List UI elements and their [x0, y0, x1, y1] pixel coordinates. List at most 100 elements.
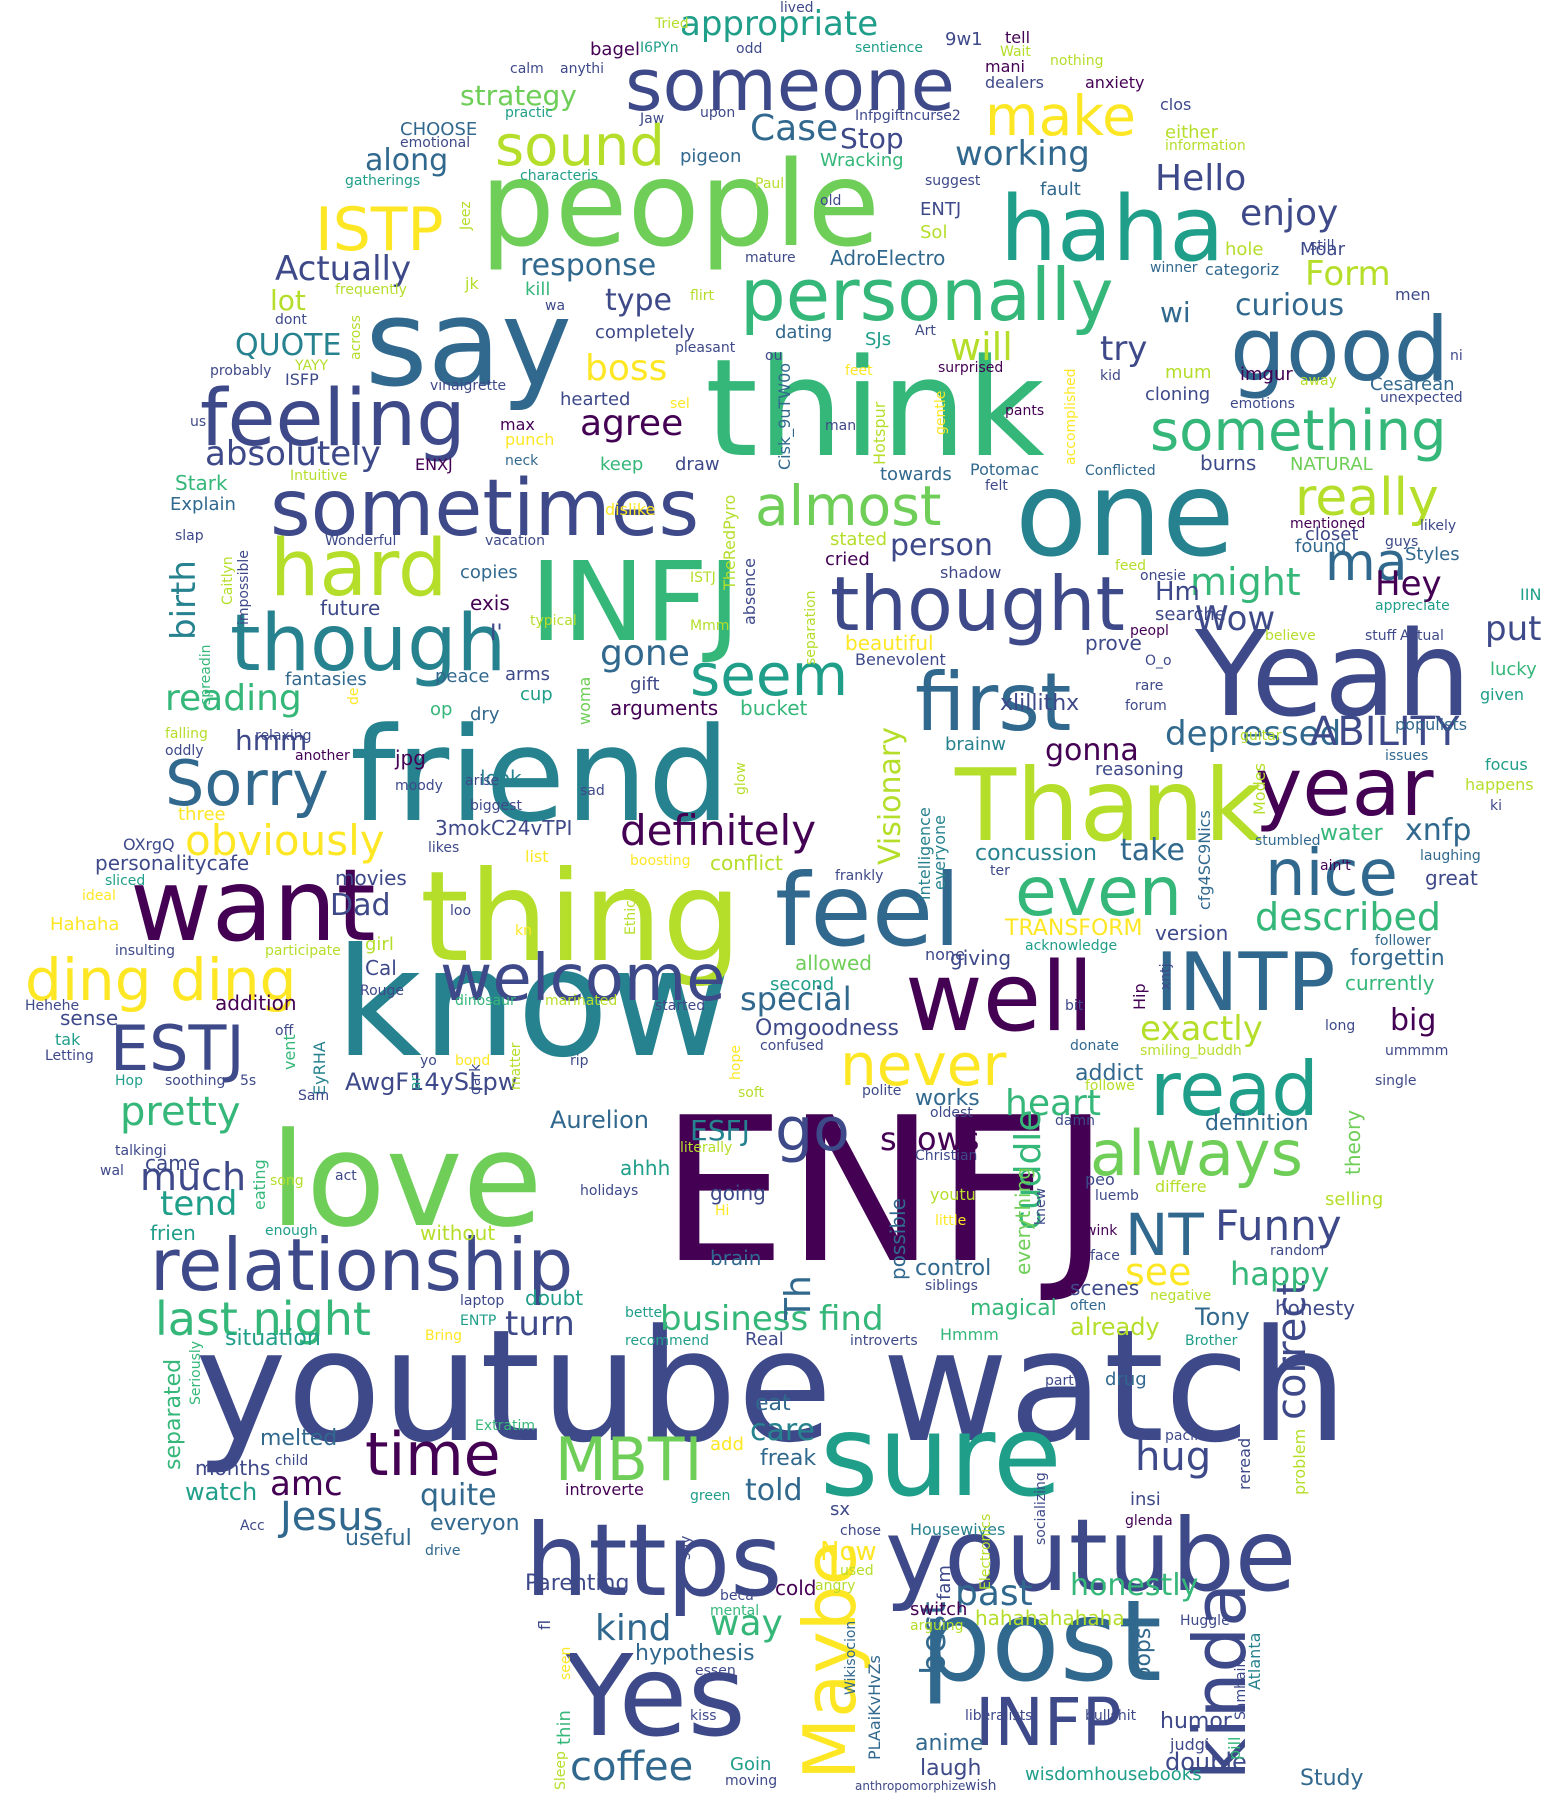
cloud-word: sometimes	[270, 464, 699, 554]
cloud-word: Art	[915, 323, 936, 339]
cloud-word: happy	[1230, 1255, 1329, 1293]
cloud-word: laptop	[460, 1293, 504, 1309]
cloud-word: punch	[505, 430, 554, 449]
cloud-word: AwgF14ySLpw	[345, 1068, 517, 1096]
cloud-word: gone	[600, 633, 690, 674]
cloud-word: keep	[600, 454, 643, 475]
cloud-word: ESFJ	[690, 1114, 750, 1147]
cloud-word: thing	[420, 845, 742, 990]
cloud-word: sense	[60, 1006, 118, 1030]
cloud-word: turn	[505, 1304, 575, 1344]
cloud-word: forum	[1125, 698, 1167, 714]
cloud-word: holidays	[580, 1183, 638, 1199]
cloud-word: insulting	[115, 943, 175, 959]
cloud-word: drive	[425, 1543, 460, 1559]
cloud-word: selling	[1325, 1189, 1383, 1210]
cloud-word: information	[1165, 138, 1246, 154]
cloud-word: SJs	[865, 329, 891, 350]
cloud-word: Stop	[840, 122, 904, 155]
cloud-word: donate	[1070, 1038, 1119, 1054]
cloud-word: water	[1320, 821, 1384, 846]
cloud-word: response	[520, 248, 656, 283]
cloud-word: angry	[815, 1578, 855, 1594]
cloud-word: ahhh	[620, 1156, 670, 1180]
cloud-word: intelligence	[915, 807, 934, 900]
cloud-word: burns	[1200, 451, 1256, 475]
cloud-word: possible	[886, 1198, 910, 1280]
cloud-word: wish	[965, 1778, 997, 1794]
cloud-word: bucket	[740, 696, 808, 720]
cloud-word: woma	[575, 677, 594, 725]
cloud-word: siblings	[925, 1278, 978, 1294]
cloud-word: youtube	[885, 1497, 1296, 1614]
cloud-word: allowed	[795, 951, 872, 975]
cloud-word: Acc	[240, 1518, 265, 1534]
cloud-word: likes	[428, 840, 459, 856]
cloud-word: cup	[520, 684, 553, 705]
cloud-word: quite	[420, 1478, 497, 1513]
cloud-word: make	[985, 84, 1136, 148]
cloud-word: I'	[490, 621, 503, 646]
cloud-word: guys	[1385, 534, 1418, 550]
cloud-word: though	[230, 599, 506, 689]
cloud-word: feet	[845, 363, 873, 379]
cloud-word: given	[1480, 685, 1524, 704]
cloud-word: dark	[468, 1063, 484, 1095]
cloud-word: frequently	[335, 282, 407, 298]
cloud-word: ki	[1490, 798, 1502, 814]
cloud-word: oddly	[165, 743, 204, 759]
cloud-word: ISTJ	[690, 570, 716, 586]
cloud-word: Christian	[915, 1148, 977, 1164]
cloud-word: Benevolent	[855, 650, 946, 669]
cloud-word: Hmmm	[940, 1325, 999, 1344]
cloud-word: hole	[1225, 239, 1264, 260]
cloud-word: Extratim	[475, 1418, 535, 1434]
cloud-word: xlillithx	[1000, 691, 1079, 716]
cloud-word: forgettin	[1350, 946, 1445, 971]
cloud-word: wa	[545, 298, 565, 314]
cloud-word: slap	[175, 528, 204, 544]
cloud-word: NATURAL	[1290, 454, 1373, 475]
cloud-word: Hip	[1130, 983, 1149, 1010]
cloud-word: youtu	[930, 1185, 976, 1204]
cloud-word: reread	[1235, 1438, 1254, 1490]
cloud-word: ding ding	[25, 946, 296, 1014]
cloud-word: feed	[1115, 558, 1146, 574]
cloud-word: ma	[1325, 533, 1408, 593]
cloud-word: closet	[1305, 524, 1358, 545]
cloud-word: jpg	[394, 746, 426, 770]
cloud-word: giving	[950, 946, 1011, 970]
cloud-word: seen	[558, 1647, 574, 1680]
cloud-word: mum	[1165, 362, 1211, 383]
cloud-word: something	[1150, 399, 1447, 464]
cloud-word: Real	[745, 1329, 784, 1350]
cloud-word: tell	[1005, 28, 1030, 47]
cloud-word: liberalists	[965, 1708, 1032, 1724]
cloud-word: polite	[862, 1083, 901, 1099]
cloud-word: Atlanta	[1245, 1633, 1264, 1690]
cloud-word: read	[1150, 1045, 1319, 1133]
cloud-word: special	[740, 980, 852, 1018]
cloud-word: seem	[690, 641, 848, 709]
cloud-word: coffee	[570, 1744, 693, 1790]
cloud-word: separated	[161, 1359, 186, 1470]
cloud-word: almost	[755, 474, 941, 538]
cloud-word: go	[775, 1095, 850, 1165]
cloud-word: Wonderful	[325, 533, 396, 549]
cloud-word: anythi	[560, 61, 604, 77]
cloud-word: long	[1325, 1018, 1355, 1034]
cloud-word: I6PYn	[640, 40, 679, 56]
cloud-word: Potomac	[970, 460, 1039, 479]
cloud-word: dealers	[985, 73, 1044, 92]
cloud-word: surprised	[938, 360, 1003, 376]
cloud-word: ENXJ	[415, 455, 453, 474]
cloud-word: everything	[1011, 1167, 1035, 1275]
cloud-word: Electronics	[978, 1514, 994, 1590]
cloud-word: Wikisocion	[843, 1621, 859, 1695]
cloud-word: melted	[260, 1426, 337, 1451]
cloud-word: MBTI	[555, 1425, 702, 1495]
cloud-word: working	[955, 134, 1090, 174]
cloud-word: Goin	[730, 1754, 771, 1775]
cloud-word: business find	[660, 1299, 884, 1339]
cloud-word: Hop	[115, 1073, 143, 1089]
